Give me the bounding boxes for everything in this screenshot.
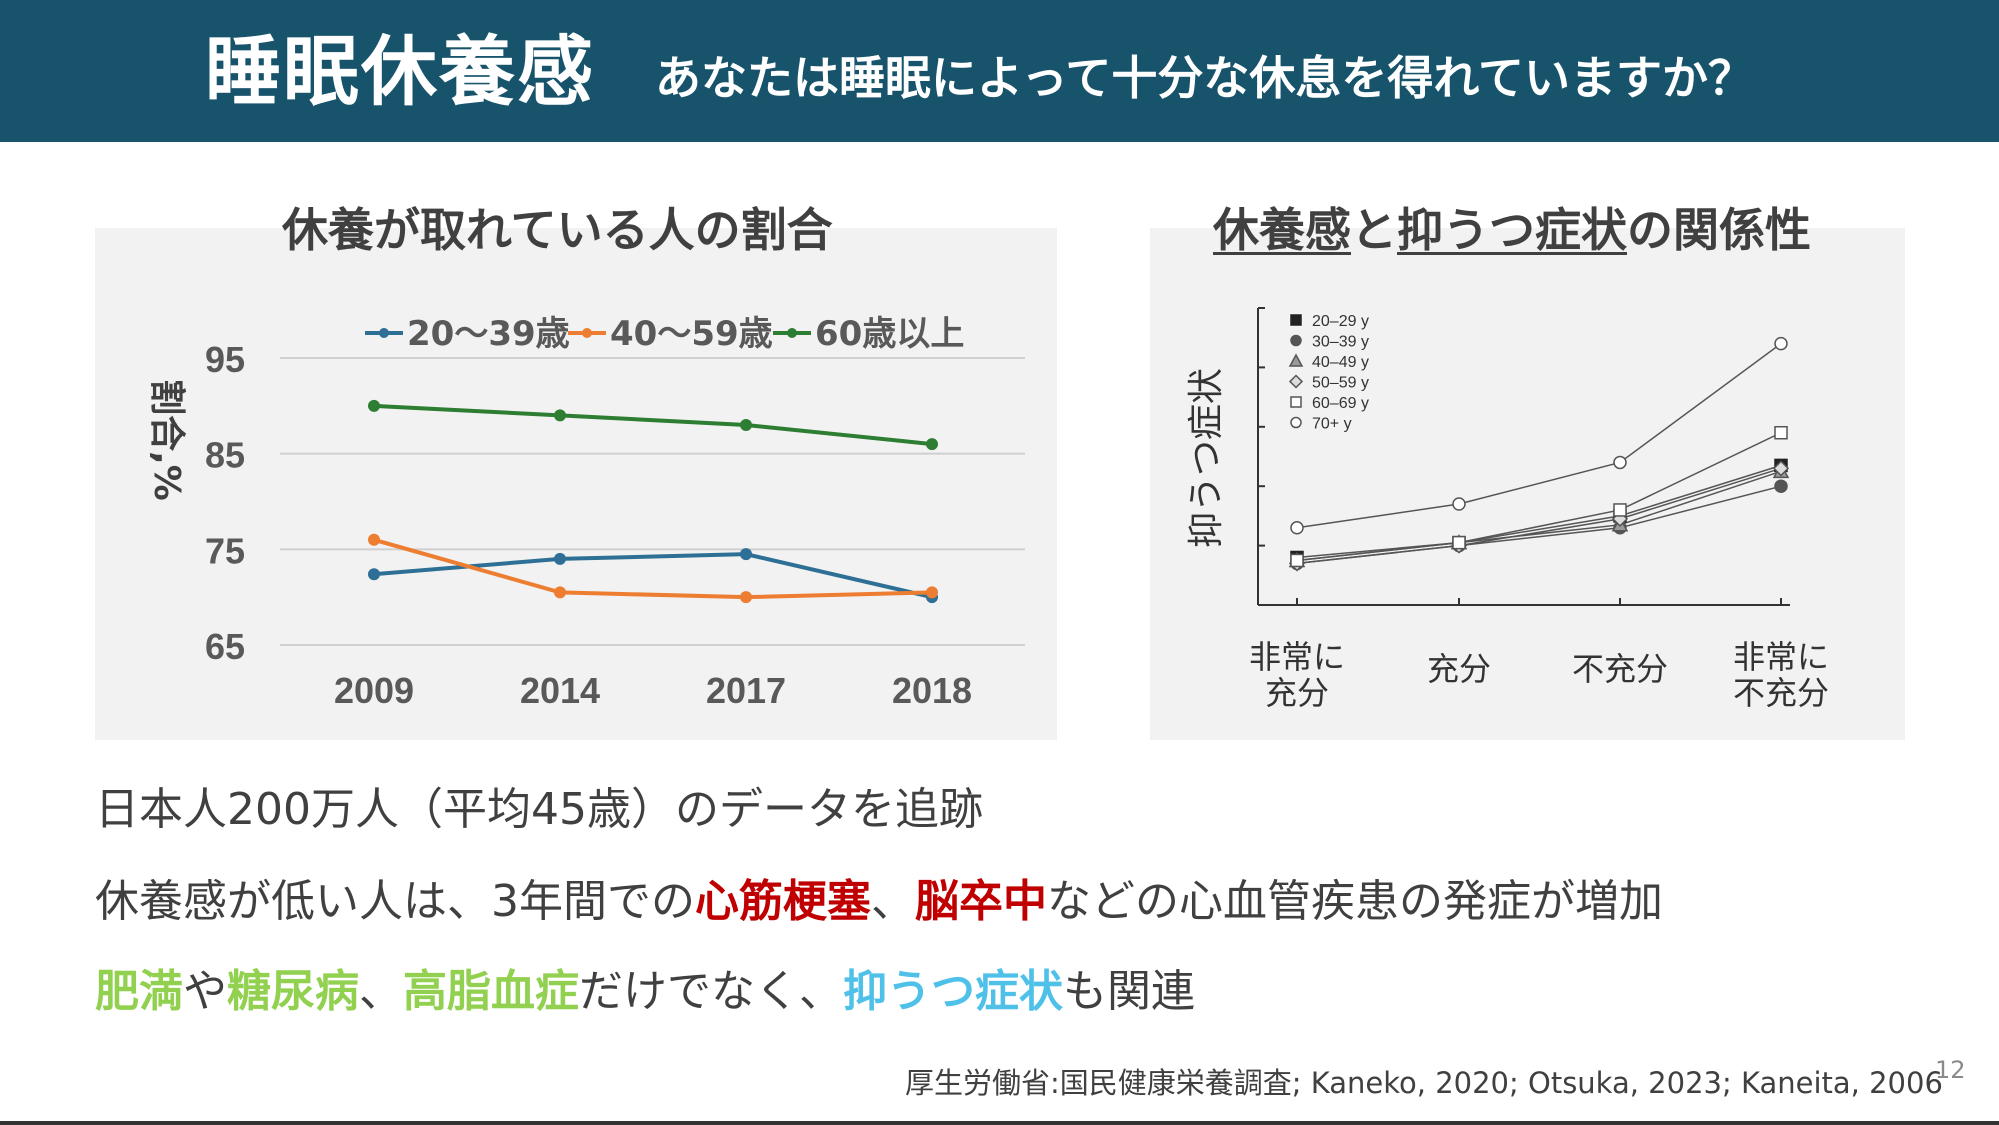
chart1-legend-label: 40〜59歳 [610, 314, 773, 354]
chart2-legend-label: 40–49 y [1312, 354, 1369, 371]
chart1-data-point [554, 586, 566, 599]
chart2-legend-marker [1290, 416, 1302, 429]
chart2-data-point [1772, 460, 1790, 477]
chart1-legend-marker [582, 328, 592, 338]
emphasis-stroke: 脳卒中 [915, 876, 1047, 927]
chart1-ytick-label: 85 [205, 435, 245, 476]
chart2-legend-label: 20–29 y [1312, 313, 1369, 330]
chart2-data-point [1452, 535, 1466, 550]
body-line-2: 休養感が低い人は、3年間での心筋梗塞、脳卒中などの心血管疾患の発症が増加 [95, 872, 1663, 932]
chart-left-panel [95, 228, 1057, 740]
body-line-3-text-2: 、 [359, 966, 403, 1017]
chart2-xtick-label: 不充分 [1733, 674, 1829, 712]
chart2-legend-label: 60–69 y [1312, 395, 1369, 412]
chart1-ytick-label: 75 [205, 530, 245, 571]
body-line-3-text-3: だけでなく、 [579, 966, 843, 1017]
chart1-series-line [373, 403, 933, 447]
chart-right-title: 休養感と抑うつ症状の関係性 [1213, 200, 1811, 260]
chart2-legend-marker [1288, 374, 1304, 389]
chart1-legend-marker [787, 328, 797, 338]
chart-left-title: 休養が取れている人の割合 [282, 203, 833, 257]
emphasis-diabetes: 糖尿病 [227, 966, 359, 1017]
chart1-legend-marker [379, 328, 389, 338]
chart2-legend-marker [1288, 353, 1304, 367]
chart1-series-line [373, 537, 933, 600]
body-line-2-text-2: 、 [871, 876, 915, 927]
chart1-data-point [926, 586, 938, 599]
chart1-data-point [740, 418, 752, 431]
emphasis-hyperlipidemia: 高脂血症 [403, 966, 579, 1017]
body-line-2-text-3: などの心血管疾患の発症が増加 [1047, 876, 1663, 927]
chart2-ylabel: 抑うつ症状 [1186, 368, 1227, 548]
chart1-series-line [373, 552, 933, 600]
chart1-data-point [740, 548, 752, 561]
chart-right-title-part4: の関係性 [1627, 203, 1811, 257]
body-line-3-text-1: や [183, 966, 227, 1017]
chart2-legend-marker [1290, 314, 1302, 326]
chart2-data-point [1613, 455, 1627, 470]
page-title: 睡眠休養感 [205, 27, 595, 116]
chart1-xtick-label: 2009 [334, 670, 414, 711]
header-bar: 睡眠休養感 あなたは睡眠によって十分な休息を得れていますか？ [0, 0, 1999, 142]
chart2-legend-label: 30–39 y [1312, 334, 1369, 351]
chart2-xtick-label: 不充分 [1572, 650, 1668, 688]
chart2-data-point [1774, 336, 1788, 351]
page-number: 12 [1935, 1056, 1966, 1084]
emphasis-obesity: 肥満 [95, 966, 183, 1017]
chart1-ytick-label: 65 [205, 626, 245, 667]
chart2-legend-marker [1290, 396, 1302, 408]
body-line-3: 肥満や糖尿病、高脂血症だけでなく、抑うつ症状も関連 [95, 962, 1195, 1022]
chart2-legend-label: 70+ y [1312, 416, 1352, 433]
chart2-data-point [1290, 553, 1304, 568]
chart2-xtick-label: 充分 [1265, 674, 1329, 712]
chart2-series-line [1296, 464, 1782, 559]
chart1-data-point [554, 409, 566, 422]
chart1-ytick-label: 95 [205, 339, 245, 380]
chart2-xtick-label: 非常に [1733, 638, 1829, 676]
chart1-data-point [368, 399, 380, 412]
emphasis-depression: 抑うつ症状 [843, 966, 1063, 1017]
chart1-data-point [926, 438, 938, 451]
chart2-xtick-label: 非常に [1249, 638, 1345, 676]
chart1-data-point [368, 568, 380, 581]
body-line-3-text-4: も関連 [1063, 966, 1195, 1017]
body-line-1: 日本人200万人（平均45歳）のデータを追跡 [95, 784, 983, 835]
chart-right-title-part1: 休養感 [1213, 203, 1351, 257]
chart1-data-point [554, 552, 566, 565]
chart2-legend-marker [1290, 334, 1302, 347]
chart2-data-point [1774, 425, 1788, 440]
chart2-series-line [1296, 432, 1782, 562]
chart2-series-line [1296, 470, 1782, 562]
chart1-xtick-label: 2014 [520, 670, 600, 711]
bottom-divider [0, 1121, 1999, 1125]
chart2-xtick-label: 充分 [1427, 650, 1491, 688]
chart1-legend-label: 60歳以上 [815, 314, 964, 354]
body-line-2-text-1: 休養感が低い人は、3年間での [95, 876, 695, 927]
chart2-data-point [1452, 497, 1466, 511]
chart2-data-point [1774, 479, 1788, 493]
chart2-legend-label: 50–59 y [1312, 375, 1369, 392]
chart2-series-line [1296, 343, 1782, 529]
chart2-series-line [1296, 467, 1782, 565]
chart1-ylabel: 割合,% [146, 379, 187, 501]
chart1-legend-label: 20〜39歳 [407, 314, 570, 354]
page-subtitle: あなたは睡眠によって十分な休息を得れていますか？ [655, 51, 1754, 105]
emphasis-myocardial-infarction: 心筋梗塞 [695, 876, 871, 927]
chart1-data-point [368, 533, 380, 546]
chart-right-title-part2: と [1351, 203, 1397, 257]
source-citation: 厚生労働省:国民健康栄養調査; Kaneko, 2020; Otsuka, 20… [905, 1066, 1943, 1100]
chart1-data-point [740, 591, 752, 604]
chart1-xtick-label: 2017 [706, 670, 786, 711]
chart-right-title-part3: 抑うつ症状 [1397, 203, 1627, 257]
chart2-data-point [1613, 503, 1627, 517]
chart2-data-point [1290, 521, 1304, 535]
chart1-xtick-label: 2018 [892, 670, 972, 711]
